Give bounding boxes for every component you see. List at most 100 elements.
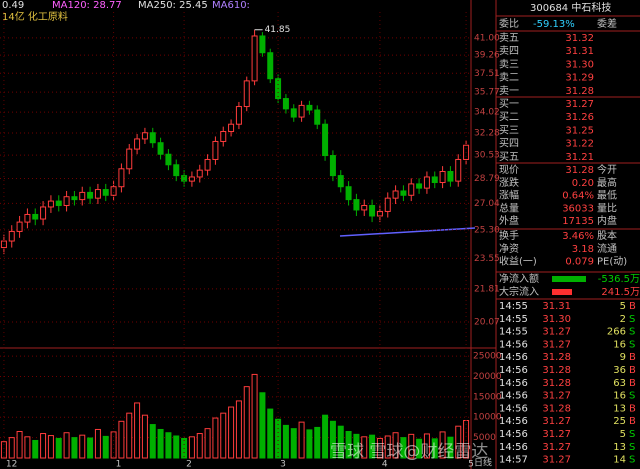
trade-side: S	[629, 391, 635, 402]
candle-body	[94, 189, 101, 199]
label: 卖二	[499, 72, 519, 84]
label: 净资	[499, 242, 519, 255]
candle-body	[55, 200, 62, 206]
candle-body	[243, 80, 250, 108]
candle-body	[196, 169, 203, 178]
candle-body	[290, 108, 297, 118]
label: 买三	[499, 124, 519, 136]
price: 31.21	[565, 152, 594, 163]
candle-body	[157, 142, 164, 155]
candle-body	[87, 191, 94, 199]
volume-bar	[275, 418, 282, 459]
label: 涨跌	[499, 176, 519, 189]
trade-side: S	[629, 455, 635, 466]
label: 换手	[499, 229, 519, 242]
y-tick-label: 32.28	[474, 128, 500, 138]
trade-price: 31.28	[542, 403, 571, 414]
volume-bar	[416, 438, 423, 459]
volume-tick-label: 25000	[473, 352, 502, 362]
volume-bar	[40, 433, 47, 459]
label: 收益(一)	[499, 255, 537, 268]
candle-body	[204, 158, 211, 171]
volume-bar	[204, 428, 211, 459]
price: 3.46%	[562, 231, 594, 242]
volume-tick-label: 10000	[473, 413, 502, 423]
y-tick-label: 39.26	[474, 51, 500, 61]
candle-body	[431, 176, 438, 184]
label: 大宗流入	[499, 285, 539, 298]
ma250: MA250: 25.45	[138, 0, 208, 11]
volume-bar	[439, 431, 446, 459]
volume-bar	[423, 433, 430, 459]
volume-bar	[47, 435, 54, 459]
candle-body	[149, 132, 156, 144]
candle-body	[212, 140, 219, 160]
trade-time: 14:56	[499, 378, 528, 389]
volume-bar	[188, 436, 195, 459]
volume-bar	[141, 414, 148, 459]
y-tick-label: 30.53	[474, 151, 500, 161]
price: 31.28	[565, 86, 594, 97]
volume-bar	[71, 437, 78, 459]
trade-time: 14:56	[499, 391, 528, 402]
label: 买四	[499, 138, 519, 150]
candle-body	[416, 183, 423, 189]
candle-body	[384, 197, 391, 212]
trade-side: S	[629, 429, 635, 440]
candle-body	[40, 206, 47, 220]
volume-bar	[431, 438, 438, 459]
volume-bar	[212, 417, 219, 459]
trade-side: S	[629, 339, 635, 350]
volume-bar	[455, 425, 462, 459]
candle-body	[118, 168, 125, 188]
candle-body	[110, 186, 117, 196]
volume-bar	[298, 421, 305, 459]
trade-volume: 36	[613, 365, 626, 376]
y-tick-label: 20.07	[474, 317, 500, 327]
flow-bar	[552, 276, 586, 282]
y-tick-label: 23.55	[474, 254, 500, 264]
trade-volume: 14	[613, 455, 626, 466]
label: 涨幅	[499, 189, 519, 202]
candle-body	[259, 35, 266, 54]
trade-volume: 13	[613, 442, 626, 453]
volume-bar	[24, 436, 31, 459]
trade-time: 14:56	[499, 339, 528, 350]
label: 今开	[597, 163, 617, 176]
candle-body	[24, 213, 31, 223]
candle-body	[165, 153, 172, 166]
volume-bar	[361, 436, 368, 459]
trade-time: 14:56	[499, 365, 528, 376]
trade-price: 31.30	[542, 314, 571, 325]
volume-tick-label: 15000	[473, 392, 502, 402]
volume-bar	[345, 431, 352, 459]
volume-bar	[126, 412, 133, 459]
ma610: MA610:	[212, 0, 250, 11]
candle-body	[32, 213, 39, 220]
trade-volume: 16	[613, 391, 626, 402]
price: 31.32	[565, 33, 594, 44]
candle-body	[141, 132, 148, 140]
price: 31.30	[565, 59, 594, 70]
trade-price: 31.27	[542, 455, 571, 466]
y-tick-label: 37.51	[474, 69, 500, 79]
candle-body	[369, 204, 376, 217]
trade-side: S	[629, 442, 635, 453]
candle-body	[306, 104, 313, 111]
trade-price: 31.31	[542, 301, 571, 312]
trade-time: 14:56	[499, 403, 528, 414]
volume-bar	[134, 402, 141, 459]
volume-bar	[400, 437, 407, 459]
label: 卖四	[499, 45, 519, 57]
flow-value: -536.5万	[598, 274, 640, 285]
label: 买一	[499, 98, 519, 110]
y-tick-label: 27.04	[474, 199, 500, 209]
volume-bar	[369, 434, 376, 459]
label: 净流入额	[499, 272, 539, 285]
volume-bar	[353, 433, 360, 459]
candle-body	[298, 104, 305, 118]
label: 最高	[597, 176, 617, 189]
trade-time: 14:55	[499, 327, 528, 338]
